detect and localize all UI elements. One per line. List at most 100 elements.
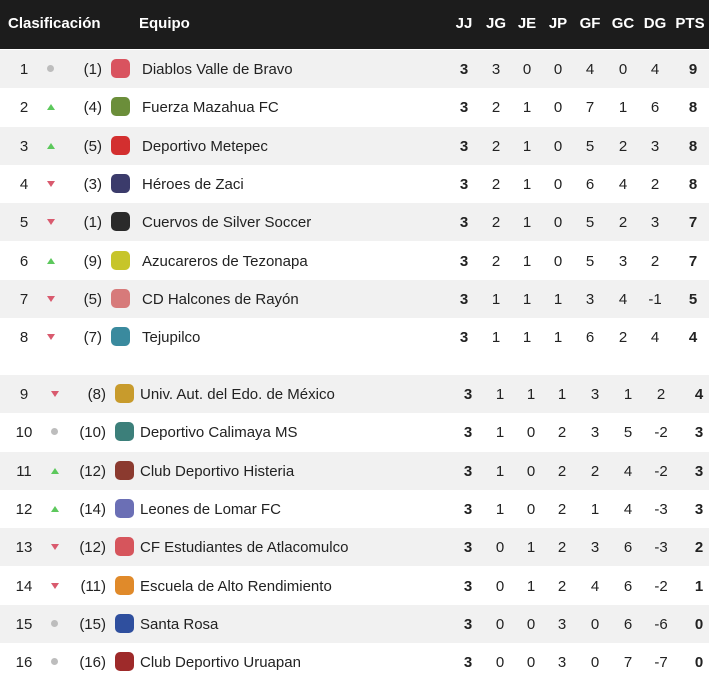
trend-down-icon [51, 391, 59, 397]
stat-gf: 5 [585, 137, 595, 155]
team-name[interactable]: Fuerza Mazahua FC [142, 99, 279, 117]
stat-je: 0 [526, 500, 536, 518]
table-row[interactable]: 16 (16) Club Deportivo Uruapan 3 0 0 3 0 7 -7 0 [0, 643, 709, 682]
stat-jp: 0 [553, 214, 563, 232]
table-row[interactable]: 4 (3) Héroes de Zaci 3 2 1 0 6 4 2 8 [0, 164, 709, 203]
team-name[interactable]: Leones de Lomar FC [140, 500, 281, 518]
table-row[interactable]: 14 (11) Escuela de Alto Rendimiento 3 0 1 2 4 6 -… [0, 566, 709, 605]
header-je[interactable]: JE [517, 15, 537, 32]
trend-down-icon [47, 180, 55, 187]
stat-jp: 3 [557, 654, 567, 672]
header-pts[interactable]: PTS [675, 15, 705, 32]
header-jp[interactable]: JP [548, 15, 568, 32]
stat-dg: 3 [650, 137, 660, 155]
trend-up-icon [51, 467, 59, 474]
table-row[interactable]: 3 (5) Deportivo Metepec 3 2 1 0 5 2 3 8 [0, 126, 709, 165]
stat-gc: 5 [623, 424, 633, 442]
table-row[interactable]: 13 (12) CF Estudiantes de Atlacomulco 3 0 1 2 3… [0, 528, 709, 567]
stat-jp: 2 [557, 424, 567, 442]
stat-jj: 3 [463, 462, 473, 480]
header-equipo[interactable]: Equipo [139, 15, 190, 32]
stat-jp: 2 [557, 462, 567, 480]
stat-gc: 7 [623, 654, 633, 672]
row-previous-position: (11) [80, 577, 106, 595]
trend-down-icon [47, 219, 55, 226]
row-previous-position: (5) [83, 137, 102, 155]
row-previous-position: (15) [79, 615, 106, 633]
stat-jj: 3 [459, 214, 469, 232]
stat-jj: 3 [463, 577, 473, 595]
team-name[interactable]: CD Halcones de Rayón [142, 290, 299, 308]
row-position: 8 [19, 329, 29, 347]
stat-jp: 0 [553, 61, 563, 78]
team-name[interactable]: Club Deportivo Histeria [140, 462, 295, 480]
team-name[interactable]: Univ. Aut. del Edo. de México [140, 386, 335, 403]
table-row[interactable]: 8 (7) Tejupilco 3 1 1 1 6 2 4 4 [0, 318, 709, 357]
row-position: 14 [15, 577, 33, 595]
header-clasificacion[interactable]: Clasificación [8, 15, 101, 32]
team-name[interactable]: Azucareros de Tezonapa [142, 252, 308, 270]
table-row[interactable]: 5 (1) Cuervos de Silver Soccer 3 2 1 0 5 2 3 7 [0, 203, 709, 242]
stat-gf: 0 [590, 615, 600, 633]
team-logo-icon [115, 498, 134, 518]
header-gc[interactable]: GC [611, 15, 635, 32]
team-name[interactable]: Escuela de Alto Rendimiento [140, 577, 332, 595]
stat-gc: 4 [618, 290, 628, 308]
team-logo-icon [111, 135, 130, 155]
table-row[interactable]: 12 (14) Leones de Lomar FC 3 1 0 2 1 4 -3 3 [0, 489, 709, 528]
table-row[interactable]: 9 (8) Univ. Aut. del Edo. de México 3 1 1 1 3 1 2… [0, 375, 709, 413]
table-row[interactable]: 10 (10) Deportivo Calimaya MS 3 1 0 2 3 5 -2 3 [0, 413, 709, 452]
team-name[interactable]: Héroes de Zaci [142, 175, 244, 193]
header-gf[interactable]: GF [579, 15, 601, 32]
table-row[interactable]: 15 (15) Santa Rosa 3 0 0 3 0 6 -6 0 [0, 604, 709, 643]
team-name[interactable]: Cuervos de Silver Soccer [142, 214, 312, 232]
table-row[interactable]: 6 (9) Azucareros de Tezonapa 3 2 1 0 5 3 2 7 [0, 241, 709, 280]
header-jj[interactable]: JJ [455, 15, 473, 32]
row-position: 10 [15, 424, 33, 442]
stat-dg: -2 [654, 424, 668, 442]
row-position: 15 [15, 615, 33, 633]
stat-dg: 4 [650, 61, 660, 78]
stat-jg: 1 [495, 424, 505, 442]
stat-pts: 3 [694, 462, 704, 480]
table-row[interactable]: 2 (4) Fuerza Mazahua FC 3 2 1 0 7 1 6 8 [0, 88, 709, 127]
stat-dg: 3 [650, 214, 660, 232]
row-position: 16 [15, 654, 33, 672]
header-dg[interactable]: DG [643, 15, 667, 32]
row-previous-position: (7) [83, 329, 102, 347]
stat-jg: 1 [495, 500, 505, 518]
header-jg[interactable]: JG [485, 15, 506, 32]
stat-jg: 1 [495, 386, 505, 403]
stat-pts: 2 [694, 539, 704, 557]
team-name[interactable]: Deportivo Calimaya MS [140, 424, 298, 442]
stat-gc: 2 [618, 137, 628, 155]
team-name[interactable]: Club Deportivo Uruapan [140, 654, 301, 672]
team-name[interactable]: Diablos Valle de Bravo [142, 61, 293, 78]
team-name[interactable]: Deportivo Metepec [142, 137, 268, 155]
stat-pts: 5 [688, 290, 698, 308]
stat-dg: 2 [650, 175, 660, 193]
team-name[interactable]: Santa Rosa [140, 615, 219, 633]
team-logo-icon [111, 288, 130, 308]
team-logo-icon [111, 212, 130, 232]
stat-gf: 6 [585, 329, 595, 347]
stat-gf: 2 [590, 462, 600, 480]
stat-jg: 2 [491, 137, 501, 155]
row-position: 9 [19, 386, 29, 403]
team-name[interactable]: CF Estudiantes de Atlacomulco [140, 539, 349, 557]
stat-pts: 8 [688, 99, 698, 117]
row-previous-position: (8) [87, 386, 106, 403]
stat-jp: 0 [553, 252, 563, 270]
stat-jj: 3 [459, 175, 469, 193]
stat-je: 0 [526, 654, 536, 672]
team-logo-icon [115, 575, 134, 595]
stat-pts: 7 [688, 214, 698, 232]
stat-gc: 6 [623, 615, 633, 633]
table-row[interactable]: 1 (1) Diablos Valle de Bravo 3 3 0 0 4 0 4 9 [0, 50, 709, 88]
table-gap [0, 353, 709, 377]
team-logo-icon [111, 97, 130, 117]
team-name[interactable]: Tejupilco [142, 329, 201, 347]
table-row[interactable]: 11 (12) Club Deportivo Histeria 3 1 0 2 2 4 -2 3 [0, 451, 709, 490]
table-row[interactable]: 7 (5) CD Halcones de Rayón 3 1 1 1 3 4 -1 5 [0, 279, 709, 318]
stat-jg: 1 [491, 329, 501, 347]
